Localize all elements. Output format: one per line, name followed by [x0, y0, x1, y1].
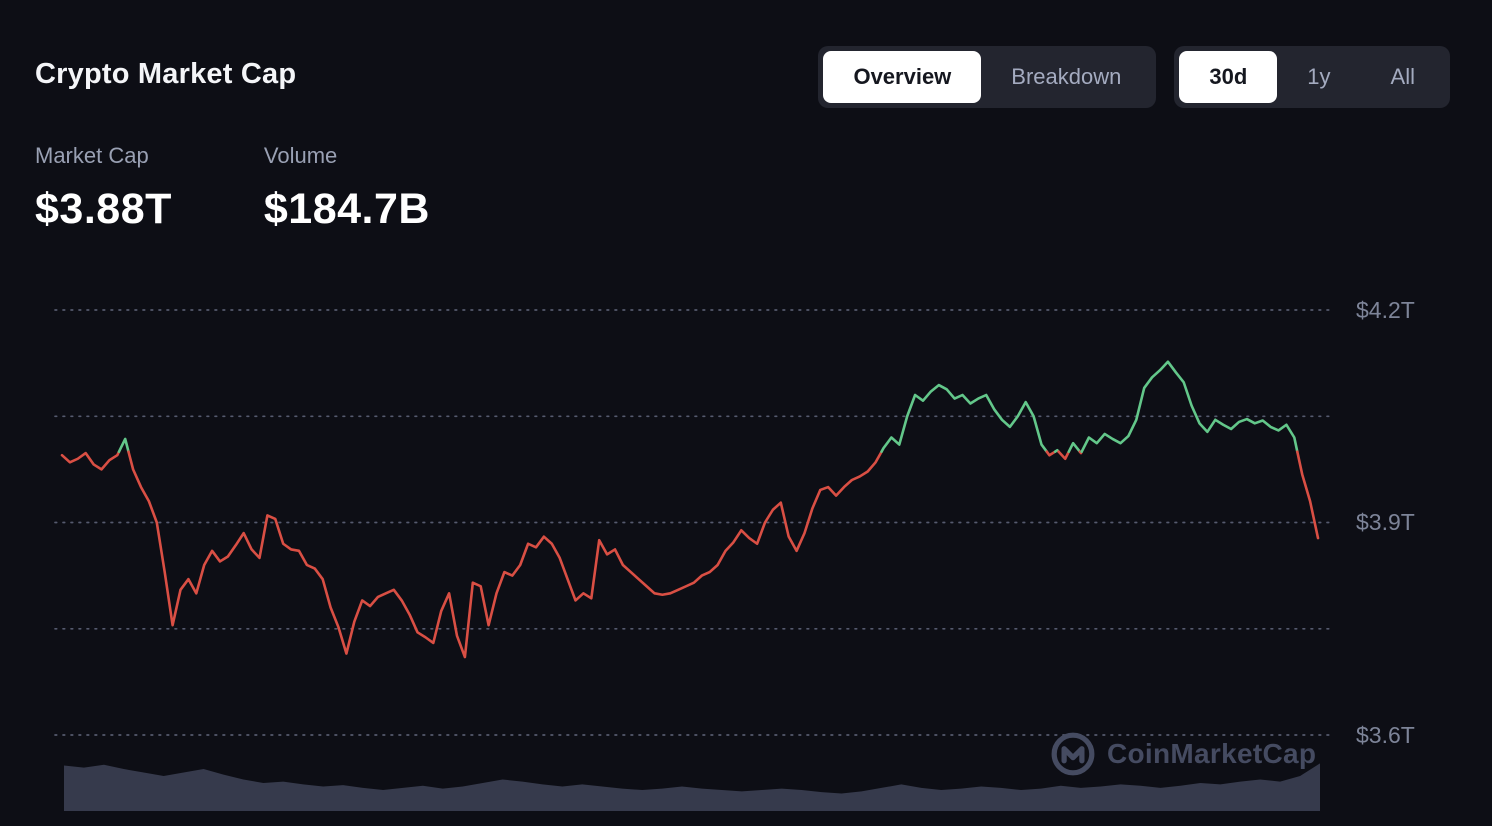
watermark-text: CoinMarketCap [1107, 738, 1317, 769]
market-cap-value: $3.88T [35, 185, 172, 233]
market-cap-label: Market Cap [35, 143, 149, 168]
stat-volume: Volume $184.7B [264, 143, 430, 234]
toggle-option-1y[interactable]: 1y [1307, 64, 1331, 89]
toggle-option-30d[interactable]: 30d [1179, 51, 1278, 103]
coinmarketcap-logo-icon [1050, 731, 1096, 777]
stats-row: Market Cap $3.88T Volume $184.7B [35, 143, 430, 234]
market-cap-chart[interactable] [52, 280, 1332, 815]
stat-market-cap: Market Cap $3.88T [35, 143, 172, 234]
axis-label-4-2t: $4.2T [1356, 297, 1415, 323]
toggle-option-overview[interactable]: Overview [823, 51, 982, 103]
axis-label-3-6t: $3.6T [1356, 722, 1415, 748]
watermark: CoinMarketCap [1050, 731, 1316, 777]
volume-label: Volume [263, 143, 338, 168]
page-title: Crypto Market Cap [35, 58, 297, 90]
range-toggle-group: 30d 1y All [1174, 46, 1450, 108]
view-toggle-group: Overview Breakdown [818, 46, 1157, 108]
axis-label-3-9t: $3.9T [1356, 509, 1415, 535]
volume-value: $184.7B [263, 185, 430, 233]
toggle-bar: Overview Breakdown 30d 1y All [818, 46, 1450, 108]
toggle-option-breakdown[interactable]: Breakdown [1011, 64, 1122, 89]
toggle-option-all[interactable]: All [1390, 64, 1415, 89]
